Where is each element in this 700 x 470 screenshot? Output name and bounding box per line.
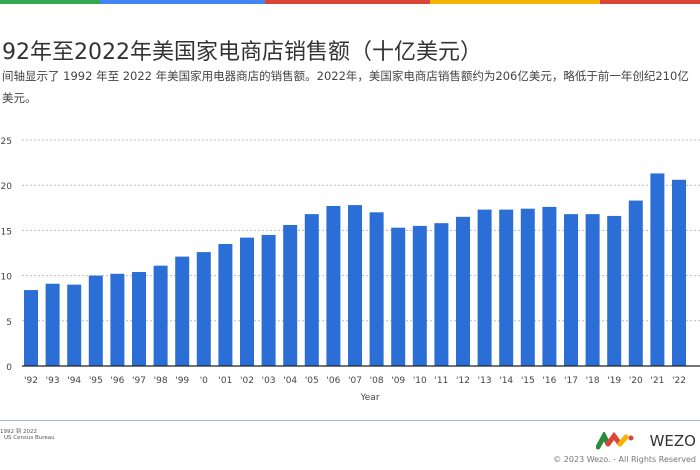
bar: [24, 290, 38, 366]
x-tick-label: '15: [521, 376, 535, 386]
bar: [585, 214, 600, 366]
top-stripe-blue: [100, 0, 265, 4]
x-tick-label: '95: [89, 376, 103, 386]
bar: [132, 271, 146, 366]
x-tick-label: '93: [46, 376, 60, 386]
bar: [304, 214, 319, 366]
bar: [369, 212, 384, 366]
y-tick-label: 10: [1, 273, 13, 283]
x-tick-label: '08: [370, 376, 384, 386]
top-stripe-yellow: [430, 0, 600, 4]
x-tick-label: '22: [672, 376, 686, 386]
x-tick-label: '99: [175, 376, 189, 386]
footer-divider: [0, 420, 700, 421]
x-tick-label: '94: [67, 376, 81, 386]
x-tick-label: '13: [478, 376, 492, 386]
top-stripe-green: [0, 0, 100, 4]
x-tick-label: '11: [434, 376, 448, 386]
wezo-logo-icon: [596, 432, 634, 450]
bar: [67, 284, 82, 366]
bar: [434, 223, 449, 366]
bar: [348, 205, 362, 366]
x-tick-label: '03: [262, 376, 276, 386]
x-axis-label: Year: [359, 393, 379, 403]
bar: [153, 265, 168, 366]
x-tick-label: '01: [218, 376, 232, 386]
bar: [520, 208, 535, 366]
bar: [175, 256, 190, 366]
y-tick-label: 25: [1, 137, 12, 147]
brand-name: WEZO: [649, 432, 696, 450]
bar: [218, 243, 233, 366]
bar: [110, 273, 125, 366]
bar: [326, 205, 341, 366]
copyright: © 2023 Wezo. - All Rights Reserved: [553, 455, 696, 464]
bar: [477, 209, 492, 366]
top-stripe-red: [265, 0, 430, 4]
x-tick-label: '02: [240, 376, 254, 386]
source-years: 1992 到 2022: [0, 429, 37, 435]
bar: [45, 283, 60, 366]
x-tick-label: '12: [456, 376, 470, 386]
bar: [283, 224, 298, 366]
x-tick-label: '06: [326, 376, 340, 386]
page-description: 间轴显示了 1992 年至 2022 年美国家用电器商店的销售额。2022年，美…: [2, 69, 689, 105]
x-tick-label: '20: [629, 376, 643, 386]
x-tick-label: '04: [283, 376, 297, 386]
y-tick-label: 20: [1, 182, 13, 192]
x-tick-label: '14: [499, 376, 513, 386]
top-stripe-red-2: [600, 0, 700, 4]
x-tick-label: '92: [24, 376, 38, 386]
x-tick-label: '07: [348, 376, 362, 386]
x-tick-label: '96: [110, 376, 124, 386]
y-tick-label: 0: [6, 363, 12, 373]
x-tick-label: '21: [650, 376, 664, 386]
bar: [456, 216, 470, 366]
x-tick-label: '10: [413, 376, 427, 386]
x-tick-label: '18: [586, 376, 600, 386]
x-tick-label: '98: [154, 376, 168, 386]
bar: [672, 179, 686, 366]
x-tick-label: '97: [132, 376, 146, 386]
x-tick-label: '17: [564, 376, 578, 386]
source-name: US Census Bureau: [4, 435, 55, 441]
bar-chart: 0 5 10 15 20 25 '92 '93 '94 '95 '96 '97 '98 '99 '0 '01 '…: [1, 137, 700, 403]
bar: [196, 252, 211, 366]
bar: [391, 227, 406, 366]
x-tick-label: '19: [607, 376, 621, 386]
bar: [412, 225, 427, 366]
bar: [499, 209, 514, 366]
bar: [240, 237, 254, 366]
y-tick-label: 15: [1, 227, 12, 237]
bar: [261, 234, 276, 366]
page-title: 92年至2022年美国家电商店销售额（十亿美元）: [2, 40, 482, 65]
bar: [564, 214, 578, 366]
x-tick-label: '0: [200, 376, 208, 386]
bar: [650, 173, 665, 366]
x-tick-label: '05: [305, 376, 319, 386]
bar: [628, 200, 643, 366]
y-tick-label: 5: [6, 318, 12, 328]
bar: [607, 215, 622, 366]
bar: [88, 275, 103, 366]
x-tick-label: '09: [391, 376, 405, 386]
bar: [542, 206, 557, 366]
x-tick-label: '16: [542, 376, 556, 386]
